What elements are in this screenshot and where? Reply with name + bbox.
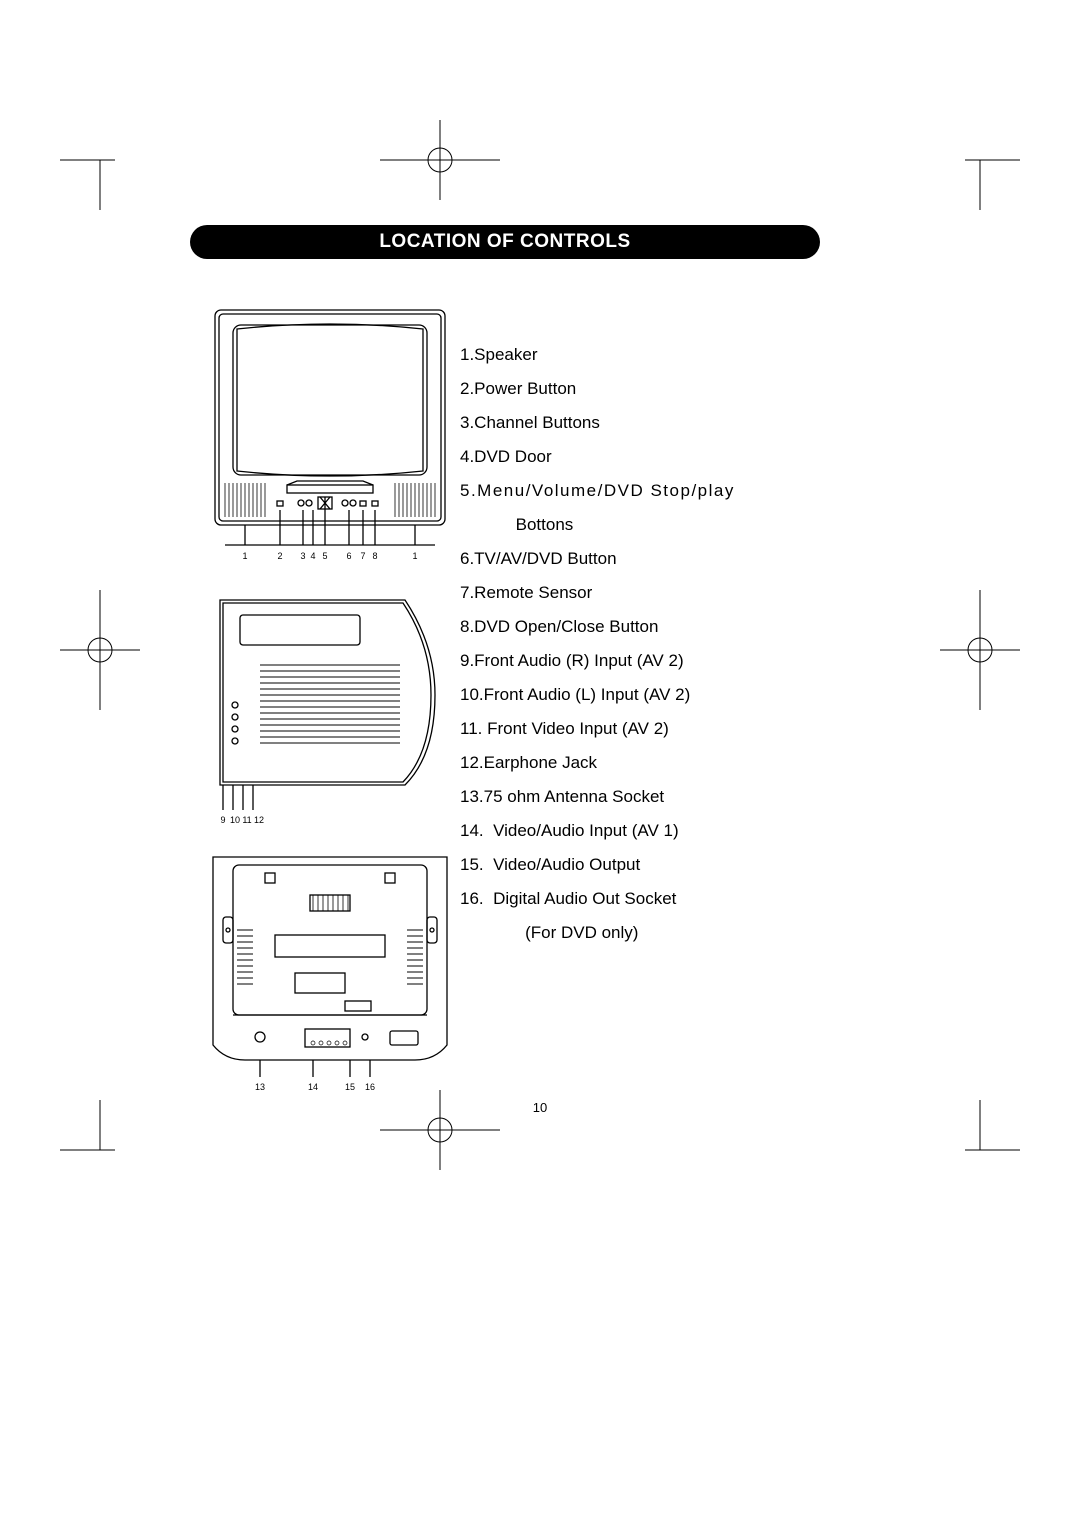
callout-9: 9 (220, 815, 225, 825)
control-item-2: 2.Power Button (460, 372, 775, 406)
control-item-5b: Bottons (460, 508, 775, 542)
section-title: LOCATION OF CONTROLS (190, 225, 820, 259)
control-item-1: 1.Speaker (460, 338, 775, 372)
control-item-4: 4.DVD Door (460, 440, 775, 474)
callout-12: 12 (254, 815, 264, 825)
callout-10: 10 (230, 815, 240, 825)
callout-7: 7 (360, 551, 365, 561)
control-item-6: 6.TV/AV/DVD Button (460, 542, 775, 576)
callout-6: 6 (346, 551, 351, 561)
controls-list: 1.Speaker 2.Power Button 3.Channel Butto… (460, 338, 775, 950)
control-item-8: 8.DVD Open/Close Button (460, 610, 775, 644)
callout-16: 16 (365, 1082, 375, 1092)
callout-1b: 1 (412, 551, 417, 561)
callout-2: 2 (277, 551, 282, 561)
control-item-14: 14. Video/Audio Input (AV 1) (460, 814, 775, 848)
control-item-3: 3.Channel Buttons (460, 406, 775, 440)
manual-page: LOCATION OF CONTROLS (90, 90, 990, 1438)
callout-5: 5 (322, 551, 327, 561)
callout-11: 11 (242, 815, 251, 825)
control-item-16b: (For DVD only) (460, 916, 775, 950)
control-item-16: 16. Digital Audio Out Socket (460, 882, 775, 916)
callout-13: 13 (255, 1082, 265, 1092)
control-item-15: 15. Video/Audio Output (460, 848, 775, 882)
control-item-10: 10.Front Audio (L) Input (AV 2) (460, 678, 775, 712)
control-item-9: 9.Front Audio (R) Input (AV 2) (460, 644, 775, 678)
callout-1a: 1 (242, 551, 247, 561)
tv-front-diagram: 1 2 3 4 5 6 7 8 1 (205, 305, 455, 585)
control-item-7: 7.Remote Sensor (460, 576, 775, 610)
callout-8: 8 (372, 551, 377, 561)
page-number: 10 (90, 1100, 990, 1115)
control-item-11: 11. Front Video Input (AV 2) (460, 712, 775, 746)
callout-15: 15 (345, 1082, 355, 1092)
diagrams-column: 1 2 3 4 5 6 7 8 1 (205, 305, 495, 1105)
control-item-5: 5.Menu/Volume/DVD Stop/play (460, 474, 775, 508)
callout-4: 4 (310, 551, 315, 561)
tv-side-diagram: 9 10 11 12 (205, 585, 455, 845)
callout-14: 14 (308, 1082, 318, 1092)
control-item-13: 13.75 ohm Antenna Socket (460, 780, 775, 814)
control-item-12: 12.Earphone Jack (460, 746, 775, 780)
tv-rear-diagram: 13 14 15 16 (205, 845, 455, 1105)
callout-3: 3 (300, 551, 305, 561)
